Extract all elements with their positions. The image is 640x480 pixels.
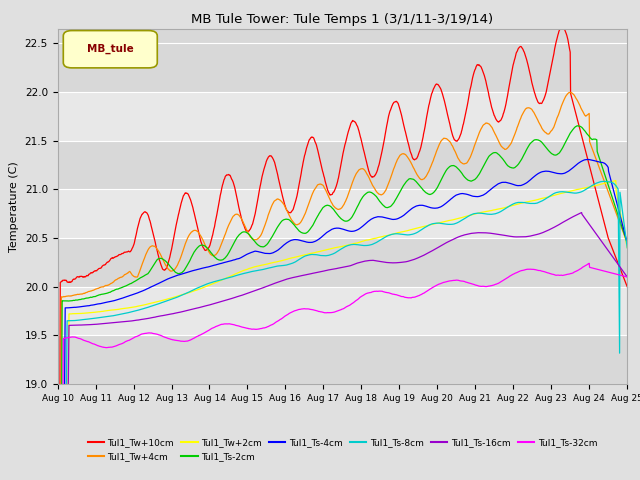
- Line: Tul1_Ts-2cm: Tul1_Ts-2cm: [58, 126, 627, 480]
- Line: Tul1_Ts-8cm: Tul1_Ts-8cm: [58, 181, 627, 480]
- Tul1_Ts-16cm: [623, 274, 631, 280]
- Bar: [58, 336, 627, 384]
- Tul1_Tw+4cm: [296, 221, 303, 227]
- Tul1_Ts-4cm: [378, 214, 385, 220]
- Tul1_Ts-32cm: [98, 344, 106, 350]
- Tul1_Ts-8cm: [307, 252, 315, 257]
- Tul1_Tw+2cm: [612, 178, 620, 183]
- Title: MB Tule Tower: Tule Temps 1 (3/1/11-3/19/14): MB Tule Tower: Tule Temps 1 (3/1/11-3/19…: [191, 13, 493, 26]
- Tul1_Tw+4cm: [378, 192, 385, 198]
- Tul1_Ts-8cm: [623, 245, 631, 251]
- Tul1_Ts-4cm: [296, 237, 303, 243]
- Line: Tul1_Tw+2cm: Tul1_Tw+2cm: [58, 180, 627, 480]
- Bar: [58, 238, 627, 287]
- Tul1_Ts-8cm: [378, 236, 385, 242]
- Tul1_Ts-4cm: [623, 240, 631, 246]
- Tul1_Ts-4cm: [98, 300, 106, 306]
- Tul1_Tw+10cm: [121, 249, 129, 255]
- Tul1_Ts-4cm: [121, 294, 129, 300]
- Tul1_Tw+10cm: [317, 163, 325, 168]
- Tul1_Ts-8cm: [600, 179, 608, 184]
- Tul1_Ts-4cm: [317, 234, 325, 240]
- Tul1_Tw+10cm: [98, 264, 106, 270]
- Bar: [58, 190, 627, 238]
- Tul1_Tw+10cm: [378, 150, 385, 156]
- Tul1_Ts-2cm: [121, 284, 129, 289]
- Tul1_Ts-2cm: [623, 240, 631, 246]
- Tul1_Tw+4cm: [307, 194, 315, 200]
- Tul1_Ts-8cm: [317, 252, 325, 258]
- Tul1_Ts-2cm: [317, 207, 325, 213]
- Tul1_Ts-32cm: [586, 261, 593, 266]
- Legend: Tul1_Tw+10cm, Tul1_Tw+4cm, Tul1_Tw+2cm, Tul1_Ts-2cm, Tul1_Ts-4cm, Tul1_Ts-8cm, T: Tul1_Tw+10cm, Tul1_Tw+4cm, Tul1_Tw+2cm, …: [84, 435, 601, 465]
- Tul1_Tw+10cm: [623, 284, 631, 289]
- Tul1_Tw+2cm: [121, 305, 129, 311]
- Tul1_Tw+2cm: [307, 251, 315, 256]
- Tul1_Ts-16cm: [98, 321, 106, 326]
- Tul1_Ts-16cm: [307, 271, 315, 276]
- Line: Tul1_Ts-16cm: Tul1_Ts-16cm: [58, 213, 627, 480]
- Bar: [58, 287, 627, 336]
- Tul1_Ts-8cm: [296, 256, 303, 262]
- Tul1_Tw+4cm: [623, 240, 631, 246]
- Tul1_Tw+4cm: [121, 272, 129, 277]
- Text: MB_tule: MB_tule: [86, 44, 133, 54]
- Y-axis label: Temperature (C): Temperature (C): [9, 161, 19, 252]
- Tul1_Ts-8cm: [98, 314, 106, 320]
- Tul1_Ts-2cm: [98, 291, 106, 297]
- Tul1_Tw+2cm: [623, 245, 631, 251]
- Tul1_Tw+4cm: [98, 284, 106, 290]
- Bar: [58, 92, 627, 141]
- Tul1_Ts-32cm: [121, 339, 129, 345]
- Tul1_Tw+2cm: [317, 248, 325, 254]
- Tul1_Ts-2cm: [307, 225, 315, 231]
- Tul1_Tw+2cm: [378, 234, 385, 240]
- Tul1_Tw+10cm: [558, 25, 566, 31]
- Bar: [58, 43, 627, 92]
- Tul1_Ts-32cm: [623, 274, 631, 280]
- Bar: [58, 141, 627, 190]
- Line: Tul1_Tw+10cm: Tul1_Tw+10cm: [58, 28, 627, 480]
- Tul1_Ts-2cm: [574, 123, 582, 129]
- Tul1_Ts-16cm: [121, 319, 129, 324]
- Line: Tul1_Ts-4cm: Tul1_Ts-4cm: [58, 159, 627, 480]
- Tul1_Ts-16cm: [296, 273, 303, 279]
- Tul1_Tw+4cm: [566, 90, 573, 96]
- Tul1_Ts-4cm: [307, 240, 315, 245]
- Tul1_Tw+4cm: [317, 181, 325, 187]
- Tul1_Ts-32cm: [317, 309, 325, 315]
- Tul1_Ts-2cm: [378, 201, 385, 206]
- Tul1_Ts-32cm: [307, 307, 315, 312]
- Tul1_Tw+2cm: [98, 309, 106, 314]
- Tul1_Ts-32cm: [378, 288, 385, 294]
- Tul1_Tw+10cm: [296, 180, 303, 186]
- Tul1_Ts-16cm: [378, 259, 385, 264]
- Line: Tul1_Ts-32cm: Tul1_Ts-32cm: [58, 264, 627, 480]
- FancyBboxPatch shape: [63, 31, 157, 68]
- Tul1_Ts-4cm: [584, 156, 591, 162]
- Tul1_Ts-8cm: [121, 311, 129, 316]
- Tul1_Ts-32cm: [296, 307, 303, 312]
- Tul1_Tw+10cm: [307, 135, 315, 141]
- Tul1_Ts-16cm: [317, 269, 325, 275]
- Tul1_Ts-2cm: [296, 228, 303, 234]
- Tul1_Ts-16cm: [578, 210, 586, 216]
- Line: Tul1_Tw+4cm: Tul1_Tw+4cm: [58, 93, 627, 480]
- Tul1_Tw+2cm: [296, 253, 303, 259]
